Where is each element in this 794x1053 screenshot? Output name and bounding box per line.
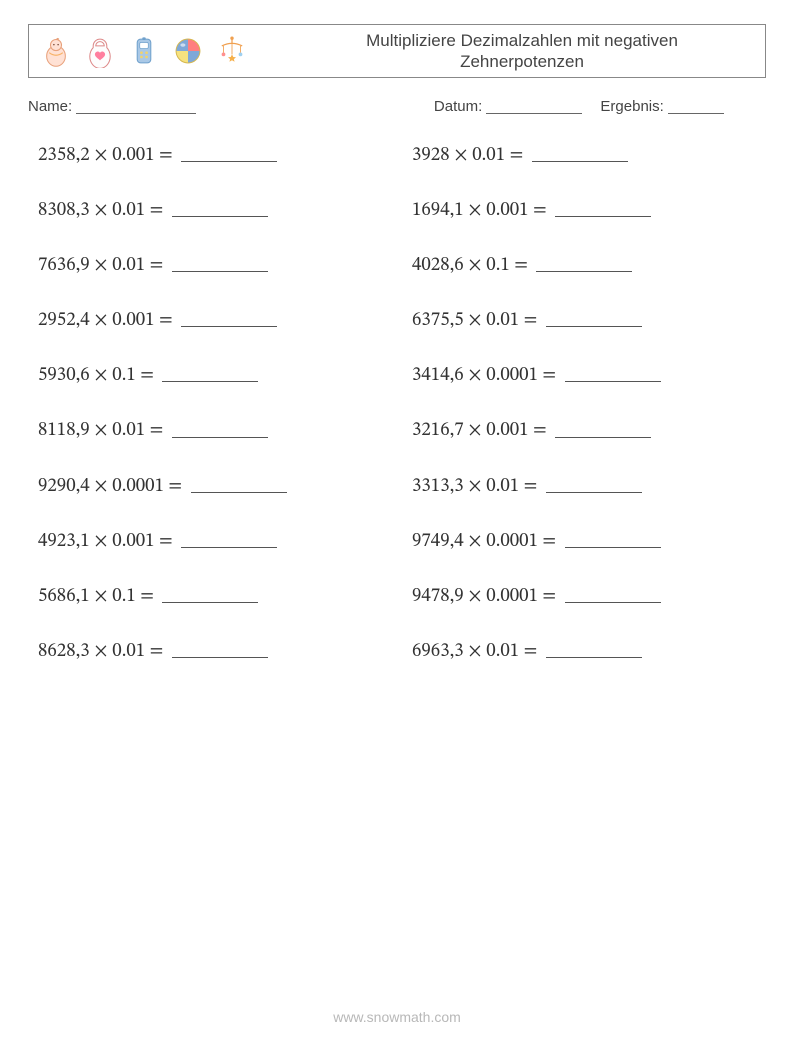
problem: 4028,6 × 0.1 = [412, 253, 766, 278]
answer-blank[interactable] [172, 420, 268, 437]
problem: 5930,6 × 0.1 = [38, 363, 392, 388]
header-box: Multipliziere Dezimalzahlen mit negative… [28, 24, 766, 78]
mobile-toy-icon [215, 34, 249, 68]
answer-blank[interactable] [181, 310, 277, 327]
answer-blank[interactable] [565, 586, 661, 603]
answer-blank[interactable] [191, 476, 287, 493]
problem: 3313,3 × 0.01 = [412, 474, 766, 499]
answer-blank[interactable] [536, 255, 632, 272]
date-blank[interactable] [486, 99, 582, 114]
header-icons [39, 34, 249, 68]
problem: 8628,3 × 0.01 = [38, 639, 392, 664]
problem: 7636,9 × 0.01 = [38, 253, 392, 278]
answer-blank[interactable] [181, 531, 277, 548]
problem: 3928 × 0.01 = [412, 143, 766, 168]
answer-blank[interactable] [555, 420, 651, 437]
answer-blank[interactable] [181, 145, 277, 162]
problem: 4923,1 × 0.001 = [38, 529, 392, 554]
answer-blank[interactable] [546, 641, 642, 658]
title-line-2: Zehnerpotenzen [289, 51, 755, 72]
answer-blank[interactable] [532, 145, 628, 162]
problem: 8118,9 × 0.01 = [38, 418, 392, 443]
result-blank[interactable] [668, 99, 724, 114]
name-label: Name: [28, 98, 72, 115]
problem: 9478,9 × 0.0001 = [412, 584, 766, 609]
answer-blank[interactable] [546, 476, 642, 493]
ball-icon [171, 34, 205, 68]
result-label: Ergebnis: [600, 98, 663, 115]
problem: 9290,4 × 0.0001 = [38, 474, 392, 499]
answer-blank[interactable] [172, 200, 268, 217]
answer-blank[interactable] [555, 200, 651, 217]
date-field: Datum: [434, 96, 583, 115]
bib-icon [83, 34, 117, 68]
problem: 2952,4 × 0.001 = [38, 308, 392, 333]
worksheet-title: Multipliziere Dezimalzahlen mit negative… [249, 30, 755, 73]
answer-blank[interactable] [546, 310, 642, 327]
problem: 6963,3 × 0.01 = [412, 639, 766, 664]
problem: 2358,2 × 0.001 = [38, 143, 392, 168]
footer-url: www.snowmath.com [0, 1009, 794, 1025]
answer-blank[interactable] [565, 365, 661, 382]
answer-blank[interactable] [162, 586, 258, 603]
phone-icon [127, 34, 161, 68]
date-label: Datum: [434, 98, 482, 115]
answer-blank[interactable] [172, 641, 268, 658]
problems-grid: 2358,2 × 0.001 = 3928 × 0.01 = 8308,3 × … [28, 143, 766, 664]
problem: 1694,1 × 0.001 = [412, 198, 766, 223]
answer-blank[interactable] [172, 255, 268, 272]
problem: 6375,5 × 0.01 = [412, 308, 766, 333]
answer-blank[interactable] [565, 531, 661, 548]
baby-icon [39, 34, 73, 68]
title-line-1: Multipliziere Dezimalzahlen mit negative… [289, 30, 755, 51]
problem: 8308,3 × 0.01 = [38, 198, 392, 223]
problem: 9749,4 × 0.0001 = [412, 529, 766, 554]
problem: 3414,6 × 0.0001 = [412, 363, 766, 388]
problem: 5686,1 × 0.1 = [38, 584, 392, 609]
meta-row: Name: Datum: Ergebnis: [28, 96, 766, 115]
result-field: Ergebnis: [600, 96, 724, 115]
answer-blank[interactable] [162, 365, 258, 382]
name-blank[interactable] [76, 99, 196, 114]
name-field: Name: [28, 96, 434, 115]
problem: 3216,7 × 0.001 = [412, 418, 766, 443]
